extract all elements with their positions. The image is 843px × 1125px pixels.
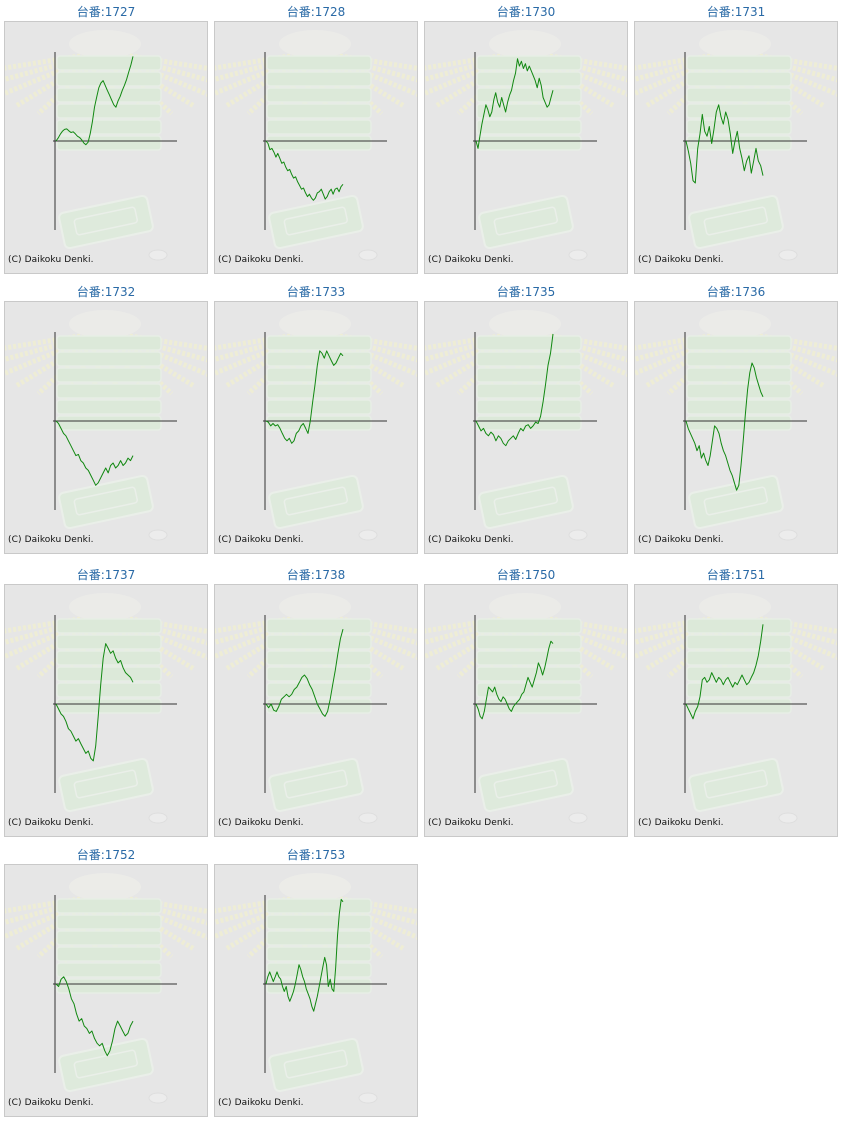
slump-graph-svg [215, 593, 417, 824]
copyright-text: (C) Daikoku Denki. [428, 535, 514, 545]
machine-number-link[interactable]: 台番:1727 [76, 5, 136, 19]
machine-number-link[interactable]: 台番:1752 [76, 848, 136, 862]
machine-number-link[interactable]: 台番:1730 [496, 5, 556, 19]
machine-number-link[interactable]: 台番:1731 [706, 5, 766, 19]
copyright-text: (C) Daikoku Denki. [638, 255, 724, 265]
slump-graph-svg [635, 310, 837, 541]
machine-number-link[interactable]: 台番:1735 [496, 285, 556, 299]
copyright-text: (C) Daikoku Denki. [638, 818, 724, 828]
machine-chart-card: 台番:1731 (C) Daikoku Denki. [634, 0, 838, 274]
slump-graph-svg [215, 30, 417, 261]
machine-illustration [5, 593, 207, 824]
machine-number-link[interactable]: 台番:1732 [76, 285, 136, 299]
slump-graph-svg [5, 30, 207, 261]
slump-series-line [55, 976, 134, 1057]
machine-number-link[interactable]: 台番:1751 [706, 568, 766, 582]
machine-number-link[interactable]: 台番:1738 [286, 568, 346, 582]
slump-graph-svg [425, 593, 627, 824]
machine-number-link[interactable]: 台番:1750 [496, 568, 556, 582]
copyright-text: (C) Daikoku Denki. [638, 535, 724, 545]
machine-number-link[interactable]: 台番:1733 [286, 285, 346, 299]
slump-graph: (C) Daikoku Denki. [424, 21, 628, 274]
machine-chart-card: 台番:1730 (C) Daikoku Denki. [424, 0, 628, 274]
machine-chart-card: 台番:1736 (C) Daikoku Denki. [634, 280, 838, 554]
machine-illustration [215, 30, 417, 261]
slump-graph: (C) Daikoku Denki. [634, 301, 838, 554]
copyright-text: (C) Daikoku Denki. [218, 255, 304, 265]
machine-chart-card: 台番:1733 (C) Daikoku Denki. [214, 280, 418, 554]
machine-number-link[interactable]: 台番:1753 [286, 848, 346, 862]
copyright-text: (C) Daikoku Denki. [218, 535, 304, 545]
slump-graph-svg [215, 873, 417, 1104]
machine-illustration [5, 873, 207, 1104]
slump-series-line [265, 140, 344, 201]
machine-chart-card: 台番:1732 (C) Daikoku Denki. [4, 280, 208, 554]
copyright-text: (C) Daikoku Denki. [218, 1098, 304, 1108]
copyright-text: (C) Daikoku Denki. [428, 255, 514, 265]
machine-number-link[interactable]: 台番:1737 [76, 568, 136, 582]
slump-graph: (C) Daikoku Denki. [214, 301, 418, 554]
slump-graph: (C) Daikoku Denki. [214, 864, 418, 1117]
machine-chart-card: 台番:1728 (C) Daikoku Denki. [214, 0, 418, 274]
machine-chart-card: 台番:1727 (C) Daikoku Denki. [4, 0, 208, 274]
copyright-text: (C) Daikoku Denki. [8, 535, 94, 545]
machine-chart-card: 台番:1750 (C) Daikoku Denki. [424, 563, 628, 837]
slump-graph: (C) Daikoku Denki. [634, 584, 838, 837]
slump-graph: (C) Daikoku Denki. [214, 21, 418, 274]
slump-series-line [55, 643, 134, 762]
slump-series-line [55, 56, 134, 146]
slump-graph-svg [5, 873, 207, 1104]
machine-number-link[interactable]: 台番:1736 [706, 285, 766, 299]
slump-series-line [475, 58, 554, 149]
copyright-text: (C) Daikoku Denki. [8, 255, 94, 265]
machine-chart-card: 台番:1753 (C) Daikoku Denki. [214, 843, 418, 1117]
slump-graph-svg [5, 310, 207, 541]
slump-graph-svg [425, 30, 627, 261]
copyright-text: (C) Daikoku Denki. [218, 818, 304, 828]
slump-series-line [265, 898, 344, 1012]
slump-graph-svg [215, 310, 417, 541]
slump-graph: (C) Daikoku Denki. [4, 301, 208, 554]
slump-graph-svg [635, 30, 837, 261]
machine-illustration [635, 593, 837, 824]
slump-graph-svg [635, 593, 837, 824]
slump-series-line [685, 362, 764, 491]
machine-illustration [425, 30, 627, 261]
slump-graph: (C) Daikoku Denki. [4, 864, 208, 1117]
slump-graph: (C) Daikoku Denki. [4, 584, 208, 837]
slump-graph: (C) Daikoku Denki. [424, 584, 628, 837]
machine-illustration [5, 30, 207, 261]
slump-graph: (C) Daikoku Denki. [214, 584, 418, 837]
machine-chart-card: 台番:1735 (C) Daikoku Denki. [424, 280, 628, 554]
copyright-text: (C) Daikoku Denki. [428, 818, 514, 828]
copyright-text: (C) Daikoku Denki. [8, 1098, 94, 1108]
slump-series-line [685, 624, 764, 720]
machine-illustration [215, 873, 417, 1104]
machine-illustration [635, 30, 837, 261]
slump-series-line [685, 104, 764, 184]
slump-graph-svg [5, 593, 207, 824]
slump-graph-svg [425, 310, 627, 541]
machine-illustration [635, 310, 837, 541]
slump-graph: (C) Daikoku Denki. [4, 21, 208, 274]
machine-illustration [5, 310, 207, 541]
slump-series-line [265, 350, 344, 444]
slump-graph: (C) Daikoku Denki. [424, 301, 628, 554]
copyright-text: (C) Daikoku Denki. [8, 818, 94, 828]
machine-illustration [425, 593, 627, 824]
machine-illustration [215, 593, 417, 824]
machine-number-link[interactable]: 台番:1728 [286, 5, 346, 19]
slump-series-line [475, 640, 554, 720]
machine-chart-card: 台番:1738 (C) Daikoku Denki. [214, 563, 418, 837]
slump-series-line [265, 628, 344, 717]
machine-chart-card: 台番:1751 (C) Daikoku Denki. [634, 563, 838, 837]
machine-illustration [215, 310, 417, 541]
slump-series-line [475, 333, 554, 447]
machine-illustration [425, 310, 627, 541]
slump-graph: (C) Daikoku Denki. [634, 21, 838, 274]
machine-chart-card: 台番:1752 (C) Daikoku Denki. [4, 843, 208, 1117]
slump-series-line [55, 420, 134, 486]
machine-chart-card: 台番:1737 (C) Daikoku Denki. [4, 563, 208, 837]
